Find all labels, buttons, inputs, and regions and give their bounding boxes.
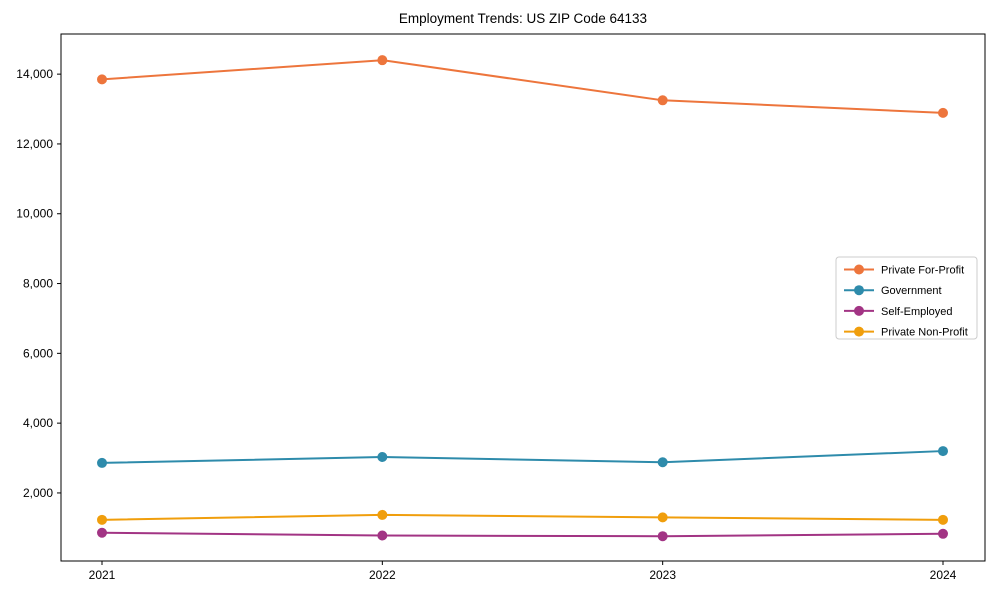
data-point: [377, 55, 388, 66]
y-tick-label: 10,000: [16, 207, 53, 221]
data-point: [657, 512, 668, 523]
series-self-employed: [97, 527, 948, 542]
y-tick-label: 14,000: [16, 67, 53, 81]
y-axis: 2,000 4,000 6,000 8,000 10,000 12,000 14,000: [16, 67, 61, 500]
legend-item: Private For-Profit: [844, 264, 964, 277]
legend-label: Self-Employed: [881, 306, 953, 318]
series-line: [101, 513, 944, 521]
x-tick-label: 2024: [930, 568, 957, 582]
data-point: [657, 457, 668, 468]
legend-item: Self-Employed: [844, 305, 953, 318]
legend-label: Government: [881, 285, 942, 297]
legend-box: [835, 256, 978, 340]
data-point: [377, 530, 388, 541]
legend-marker: [854, 326, 864, 337]
data-point: [97, 457, 107, 468]
series-private-for-profit: [97, 55, 948, 118]
legend-label: Private For-Profit: [881, 265, 964, 277]
legend-label: Private Non-Profit: [881, 327, 968, 339]
y-tick-label: 2,000: [23, 486, 53, 500]
y-tick-label: 8,000: [23, 277, 53, 291]
legend-marker: [854, 305, 864, 316]
legend-item: Private Non-Profit: [844, 326, 968, 339]
data-point: [97, 74, 107, 85]
series-line: [101, 531, 944, 538]
data-point: [938, 107, 948, 118]
data-point: [938, 446, 948, 457]
x-tick-label: 2022: [369, 568, 396, 582]
legend-marker: [854, 285, 864, 296]
axes-spines: [60, 33, 986, 562]
legend: Private For-Profit Government Self-Employe…: [835, 256, 978, 340]
x-tick-label: 2021: [89, 568, 116, 582]
series-government: [97, 446, 948, 468]
data-point: [657, 531, 668, 542]
plot-area: 2,000 4,000 6,000 8,000 10,000 12,000 14,000 20…: [16, 33, 986, 582]
x-axis: 2021 2022 2023 2024: [89, 561, 957, 582]
legend-marker: [854, 264, 864, 275]
data-point: [938, 528, 948, 539]
series-private-non-profit: [97, 509, 948, 525]
data-point: [377, 451, 388, 462]
data-point: [938, 514, 948, 525]
chart-title: Employment Trends: US ZIP Code 64133: [399, 11, 647, 26]
x-tick-label: 2023: [649, 568, 676, 582]
y-tick-label: 4,000: [23, 416, 53, 430]
series-line: [101, 59, 944, 114]
y-tick-label: 12,000: [16, 137, 53, 151]
y-tick-label: 6,000: [23, 346, 53, 360]
data-point: [97, 514, 107, 525]
data-point: [97, 527, 107, 538]
legend-item: Government: [844, 285, 942, 297]
data-point: [377, 509, 388, 520]
data-point: [657, 95, 668, 106]
series-line: [101, 450, 944, 464]
